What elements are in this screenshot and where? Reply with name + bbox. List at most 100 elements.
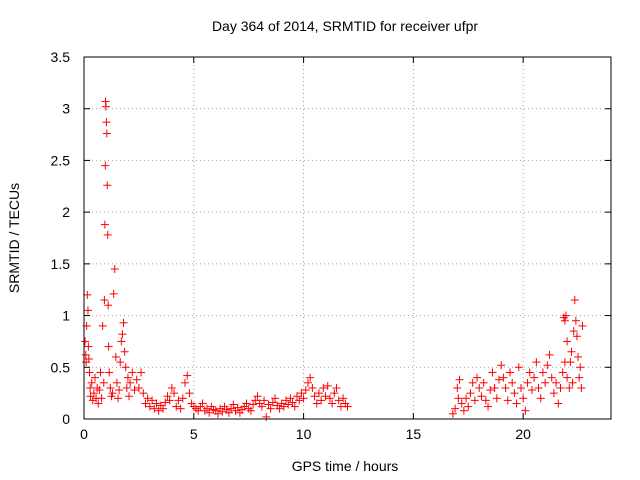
- data-point: [159, 404, 168, 413]
- data-point: [501, 383, 510, 392]
- data-point: [266, 404, 275, 413]
- data-point: [102, 129, 111, 138]
- data-point: [185, 389, 194, 398]
- data-point: [519, 394, 528, 403]
- x-tick-labels: 0 5 10 15 20: [80, 426, 531, 442]
- data-point: [574, 352, 583, 361]
- data-point: [81, 337, 90, 346]
- data-point: [89, 389, 98, 398]
- data-point: [109, 289, 118, 298]
- x-tick-label: 10: [296, 426, 312, 442]
- data-point: [525, 368, 534, 377]
- data-point: [552, 378, 561, 387]
- data-point: [503, 396, 512, 405]
- data-point: [96, 368, 105, 377]
- data-point: [271, 394, 280, 403]
- data-point: [538, 368, 547, 377]
- data-point: [224, 408, 233, 417]
- data-point: [123, 373, 132, 382]
- data-point: [242, 399, 251, 408]
- data-point: [218, 407, 227, 416]
- data-point: [229, 400, 238, 409]
- data-point: [161, 398, 170, 407]
- data-point: [323, 381, 332, 390]
- data-point: [448, 409, 457, 418]
- data-point: [205, 408, 214, 417]
- data-point: [512, 399, 521, 408]
- x-tick-label: 0: [80, 426, 88, 442]
- data-point: [98, 321, 107, 330]
- data-point: [112, 378, 121, 387]
- data-point: [457, 399, 466, 408]
- data-point: [299, 394, 308, 403]
- data-point: [132, 375, 141, 384]
- data-point: [268, 398, 277, 407]
- y-tick-label: 1: [62, 308, 70, 324]
- data-point: [521, 406, 530, 415]
- data-point: [466, 389, 475, 398]
- data-point: [100, 296, 109, 305]
- data-point: [334, 396, 343, 405]
- data-point: [527, 386, 536, 395]
- data-point: [510, 389, 519, 398]
- data-point: [317, 396, 326, 405]
- data-point: [325, 394, 334, 403]
- data-point: [110, 265, 119, 274]
- data-point: [486, 386, 495, 395]
- data-point: [343, 402, 352, 411]
- data-point: [253, 392, 262, 401]
- data-point: [473, 373, 482, 382]
- data-point: [257, 402, 266, 411]
- data-point: [549, 389, 558, 398]
- data-point: [530, 373, 539, 382]
- data-point: [163, 392, 172, 401]
- data-point: [576, 363, 585, 372]
- data-point: [508, 378, 517, 387]
- data-point: [284, 400, 293, 409]
- data-point: [566, 358, 575, 367]
- data-point: [152, 399, 161, 408]
- data-point: [332, 383, 341, 392]
- data-point: [83, 290, 92, 299]
- data-point: [172, 402, 181, 411]
- y-tick-label: 3: [62, 101, 70, 117]
- data-point: [121, 363, 130, 372]
- data-point: [233, 403, 242, 412]
- data-point: [95, 386, 104, 395]
- y-tick-label: 0: [62, 411, 70, 427]
- data-point: [488, 368, 497, 377]
- data-point: [303, 378, 312, 387]
- data-point: [165, 396, 174, 405]
- data-point: [103, 181, 112, 190]
- data-point: [118, 330, 127, 339]
- data-point: [262, 412, 271, 421]
- data-point: [577, 383, 586, 392]
- data-point: [120, 347, 129, 356]
- data-point: [108, 389, 117, 398]
- data-point: [84, 342, 93, 351]
- data-point: [114, 394, 123, 403]
- data-point: [148, 396, 157, 405]
- data-point: [561, 311, 570, 320]
- y-tick-label: 2: [62, 204, 70, 220]
- data-point: [563, 337, 572, 346]
- data-point: [475, 383, 484, 392]
- data-point: [523, 378, 532, 387]
- data-point: [102, 118, 111, 127]
- data-point: [104, 301, 113, 310]
- data-point: [499, 373, 508, 382]
- data-point: [246, 406, 255, 415]
- data-point: [455, 375, 464, 384]
- data-point: [570, 296, 579, 305]
- data-point: [516, 383, 525, 392]
- data-point: [297, 389, 306, 398]
- data-point: [490, 383, 499, 392]
- data-point: [143, 394, 152, 403]
- data-point: [545, 350, 554, 359]
- data-point: [176, 404, 185, 413]
- x-axis-label: GPS time / hours: [292, 458, 399, 474]
- data-point: [106, 383, 115, 392]
- data-point: [213, 409, 222, 418]
- data-point: [282, 396, 291, 405]
- data-point: [145, 402, 154, 411]
